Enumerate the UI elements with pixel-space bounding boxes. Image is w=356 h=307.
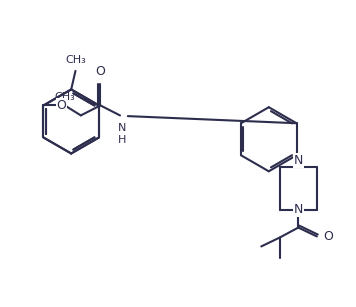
Text: N
H: N H bbox=[117, 123, 126, 145]
Text: O: O bbox=[56, 99, 66, 112]
Text: N: N bbox=[294, 154, 303, 167]
Text: O: O bbox=[95, 65, 105, 78]
Text: O: O bbox=[323, 230, 333, 243]
Text: CH₃: CH₃ bbox=[54, 92, 75, 102]
Text: N: N bbox=[294, 203, 303, 216]
Text: CH₃: CH₃ bbox=[65, 55, 86, 65]
